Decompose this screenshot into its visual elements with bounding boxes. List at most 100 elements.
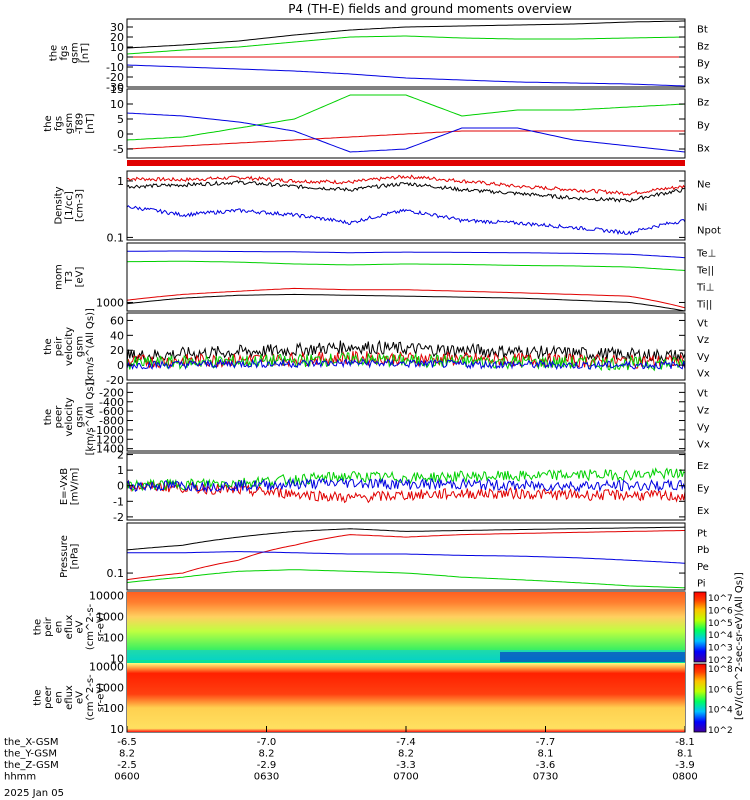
series-line-By: [126, 94, 686, 141]
legend-Ex: Ex: [697, 506, 709, 517]
y-axis-label: gsm: [64, 113, 75, 134]
y-axis-label: Density: [54, 186, 65, 224]
legend-Vz: Vz: [697, 335, 709, 346]
y-axis-label: T3: [64, 271, 75, 284]
y-tick-label: -1400: [92, 443, 124, 456]
y-axis-label: eflux: [64, 685, 75, 710]
y-axis-label: [km/s^(All Qs)]: [85, 308, 96, 385]
colorbar-tick-label: 10^7: [708, 594, 733, 604]
x-row-value: 0630: [254, 772, 279, 783]
series-line-Pb: [126, 530, 685, 581]
y-tick-label: 0: [117, 51, 124, 64]
y-tick-label: 10: [110, 653, 124, 666]
x-row-value: 8.2: [259, 749, 275, 760]
panel-density: 1 0.1 Ne Ni Npot Density [1/cc] [cm-3]: [54, 170, 721, 244]
y-tick-label: 1: [117, 464, 124, 477]
legend-Vy: Vy: [697, 423, 710, 434]
y-tick-label: 0.1: [107, 567, 125, 580]
legend-Te||: Te||: [696, 266, 714, 277]
legend-Vt: Vt: [697, 389, 708, 400]
y-axis-label: fgs: [59, 45, 70, 60]
y-axis-label: [nT]: [85, 113, 96, 133]
y-tick-label: 30: [110, 21, 124, 34]
y-tick-label: -400: [99, 396, 124, 409]
y-axis-label: [km/s^(All Qs)]: [85, 379, 96, 456]
y-axis-label: fgs: [54, 116, 65, 131]
y-tick-label: 0: [117, 359, 124, 372]
y-axis-label: the: [33, 689, 44, 705]
y-axis-label: mom: [54, 264, 65, 290]
y-tick-label: -1000: [92, 424, 124, 437]
colorbar-tick-label: 10^2: [708, 656, 733, 666]
x-row-value: 0600: [114, 772, 139, 783]
y-tick-label: 100: [103, 702, 124, 715]
x-row-value: 8.2: [398, 749, 414, 760]
y-tick-label: -1200: [92, 433, 124, 446]
x-row-value: -7.4: [396, 737, 416, 748]
legend-Ti⊥: Ti⊥: [696, 283, 714, 294]
legend-Pt: Pt: [697, 528, 707, 539]
x-row-value: 0800: [672, 772, 697, 783]
panel-frame: [126, 88, 686, 159]
separator-band: [127, 160, 685, 166]
y-tick-label: 15: [110, 83, 124, 96]
series-line-Vx: [126, 357, 686, 371]
y-axis-label: peir: [43, 616, 54, 636]
y-axis-label: velocity: [64, 327, 75, 366]
y-axis-label: (cm^2-s-: [85, 603, 96, 650]
y-tick-label: 100: [103, 632, 124, 645]
x-row-value: 0700: [393, 772, 418, 783]
panel-frame: [126, 452, 686, 521]
x-row-value: -3.9: [675, 760, 695, 771]
legend-Bt: Bt: [697, 25, 708, 36]
x-row-value: -3.6: [536, 760, 556, 771]
series-line-Bx: [126, 64, 686, 87]
peer-colorbar: [693, 663, 707, 733]
x-row-label: the_X-GSM: [4, 737, 58, 748]
y-axis-label: -T89: [75, 113, 86, 135]
series-line-Ex: [126, 477, 686, 494]
series-line-Pt: [126, 526, 686, 551]
x-row-label: hhmm: [4, 772, 36, 783]
panel-frame: [126, 382, 686, 452]
panel-pressure: 0.1 Pt Pb Pe Pi Pressure [nPa]: [59, 522, 709, 591]
legend-Vt: Vt: [697, 318, 708, 329]
y-axis-label: the: [33, 619, 44, 635]
y-tick-label: 2: [117, 449, 124, 462]
series-line-Ni: [126, 180, 686, 203]
y-axis-label: the: [43, 115, 54, 131]
y-tick-label: -10: [106, 61, 124, 74]
legend-Ni: Ni: [697, 203, 707, 214]
legend-Pe: Pe: [697, 562, 709, 573]
colorbar-tick-label: 10^3: [708, 644, 733, 654]
panel-frame: [126, 522, 686, 591]
series-line-Bx: [126, 112, 686, 153]
colorbar-tick-label: 10^6: [708, 606, 733, 616]
y-tick-label: 5: [117, 113, 124, 126]
y-tick-label: -20: [106, 374, 124, 387]
y-axis-label: the: [43, 409, 54, 425]
series-line-Pi: [127, 551, 686, 564]
legend-Vy: Vy: [697, 352, 710, 363]
legend-Bz: Bz: [697, 42, 709, 53]
y-tick-label: -200: [99, 386, 124, 399]
y-axis-label: [1/cc]: [64, 191, 75, 220]
peer-spectrogram: [127, 663, 685, 732]
series-line-Ez: [126, 479, 686, 504]
y-tick-label: -20: [106, 71, 124, 84]
colorbar-label: [eV/(cm^2-sec-sr-eV)(All Qs)]: [734, 572, 745, 720]
x-axis: the_X-GSM -6.5 -7.0 -7.4 -7.7 -8.1 the_Y-GSM 8.…: [4, 726, 698, 783]
series-line-Vy: [126, 352, 686, 372]
colorbar-tick-label: 10^4: [708, 631, 733, 641]
colorbar-tick-label: 10^2: [708, 726, 733, 736]
y-tick-label: 10: [110, 723, 124, 736]
y-axis-label: peir: [54, 336, 65, 356]
y-axis-label: peer: [54, 405, 65, 429]
panel-peir_velocity: 60 40 20 0 -20 Vt Vz Vy Vx the peir velocity gsm [km/…: [43, 308, 710, 387]
y-axis-label: en: [54, 621, 65, 634]
x-row-value: -7.0: [257, 737, 277, 748]
y-axis-label: gsm: [75, 406, 86, 427]
x-row-value: 8.1: [538, 749, 554, 760]
